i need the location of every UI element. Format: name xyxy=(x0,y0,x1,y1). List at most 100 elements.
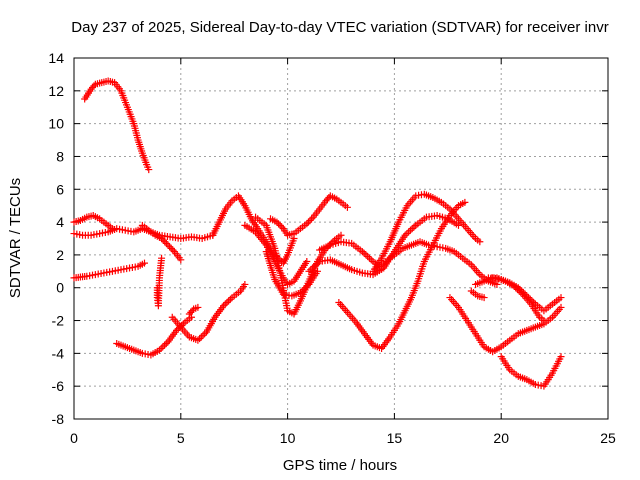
data-point-marker xyxy=(513,285,521,293)
series-trace-21 xyxy=(472,274,565,315)
data-point-marker xyxy=(161,238,169,246)
y-tick-label: 10 xyxy=(48,116,64,132)
data-point-marker xyxy=(364,253,372,261)
data-point-marker xyxy=(157,344,165,352)
y-tick-label: -4 xyxy=(52,345,65,361)
x-tick-label: 20 xyxy=(493,430,509,446)
data-point-marker xyxy=(241,280,249,288)
data-point-marker xyxy=(225,297,233,305)
data-point-marker xyxy=(162,340,170,348)
data-point-marker xyxy=(159,343,167,351)
data-point-marker xyxy=(540,317,548,325)
data-point-marker xyxy=(303,257,311,265)
y-tick-label: 0 xyxy=(56,280,64,296)
data-point-marker xyxy=(480,294,488,302)
data-point-marker xyxy=(164,241,172,249)
y-tick-label: -8 xyxy=(52,411,65,427)
data-point-marker xyxy=(405,228,413,236)
y-tick-label: 14 xyxy=(48,50,64,66)
data-point-marker xyxy=(276,221,284,229)
series-trace-19 xyxy=(373,238,501,288)
data-point-marker xyxy=(303,282,311,290)
series-trace-17 xyxy=(335,198,469,352)
x-tick-label: 10 xyxy=(280,430,296,446)
y-tick-label: 6 xyxy=(56,181,64,197)
data-point-marker xyxy=(167,244,175,252)
data-point-marker xyxy=(275,220,283,228)
series-trace-01 xyxy=(81,77,153,174)
data-point-marker xyxy=(194,336,202,344)
y-axis: -8 -6 -4 -2 0 2 4 6 8 10 12 14 xyxy=(48,50,608,427)
series-trace-22 xyxy=(497,353,565,390)
x-axis-label: GPS time / hours xyxy=(283,457,397,474)
data-point-marker xyxy=(201,330,209,338)
data-point-marker xyxy=(166,243,174,251)
data-point-marker xyxy=(273,218,281,226)
data-point-marker xyxy=(493,280,501,288)
data-point-marker xyxy=(360,249,368,257)
data-point-marker xyxy=(408,225,416,233)
series-trace-05 xyxy=(138,221,185,264)
series-trace-04 xyxy=(70,212,116,233)
series-trace-03 xyxy=(70,225,217,242)
data-point-marker xyxy=(298,287,306,295)
data-point-marker xyxy=(557,353,565,361)
data-point-marker xyxy=(406,226,414,234)
y-axis-label: SDTVAR / TECUs xyxy=(7,178,24,298)
data-point-marker xyxy=(403,230,411,238)
x-tick-label: 15 xyxy=(387,430,403,446)
x-tick-label: 5 xyxy=(177,430,185,446)
series-trace-14 xyxy=(262,248,322,300)
y-tick-label: -6 xyxy=(52,378,65,394)
data-point-marker xyxy=(306,216,314,224)
data-point-marker xyxy=(515,287,523,295)
data-point-marker xyxy=(108,225,116,233)
data-point-marker xyxy=(302,284,310,292)
series-trace-24 xyxy=(467,287,488,302)
data-point-marker xyxy=(226,295,234,303)
data-point-marker xyxy=(337,231,345,239)
data-point-marker xyxy=(197,333,205,341)
data-point-marker xyxy=(476,238,484,246)
series-trace-08 xyxy=(168,280,249,344)
x-tick-label: 25 xyxy=(600,430,616,446)
data-point-marker xyxy=(362,251,370,259)
data-point-marker xyxy=(158,235,166,242)
series-trace-06 xyxy=(153,254,166,310)
data-point-marker xyxy=(461,198,469,206)
data-point-marker xyxy=(510,282,518,290)
data-point-marker xyxy=(365,254,373,262)
data-point-marker xyxy=(145,166,153,174)
series-trace-02 xyxy=(70,259,148,282)
data-point-marker xyxy=(512,284,520,292)
series-trace-07 xyxy=(113,313,195,359)
y-tick-label: 8 xyxy=(56,148,64,164)
data-point-marker xyxy=(308,215,316,223)
data-point-marker xyxy=(158,254,166,262)
x-tick-label: 0 xyxy=(70,430,78,446)
data-point-marker xyxy=(161,341,169,349)
data-point-marker xyxy=(162,239,170,247)
data-point-marker xyxy=(296,289,304,297)
data-point-marker xyxy=(410,223,418,231)
data-point-marker xyxy=(140,259,148,267)
data-points xyxy=(70,77,565,390)
grid xyxy=(74,58,608,419)
series-trace-16 xyxy=(316,238,386,272)
data-point-marker xyxy=(194,303,202,311)
data-point-marker xyxy=(314,267,322,275)
data-point-marker xyxy=(303,220,311,228)
series-trace-09 xyxy=(185,303,202,318)
data-point-marker xyxy=(90,82,98,90)
data-point-marker xyxy=(169,246,177,254)
series-trace-18 xyxy=(369,190,484,275)
data-point-marker xyxy=(196,335,204,343)
data-point-marker xyxy=(159,236,167,244)
y-tick-label: -2 xyxy=(52,313,65,329)
data-point-marker xyxy=(343,203,351,211)
series-trace-13 xyxy=(267,192,351,239)
data-point-marker xyxy=(199,331,207,339)
y-tick-label: 4 xyxy=(56,214,64,230)
data-point-marker xyxy=(557,294,565,302)
